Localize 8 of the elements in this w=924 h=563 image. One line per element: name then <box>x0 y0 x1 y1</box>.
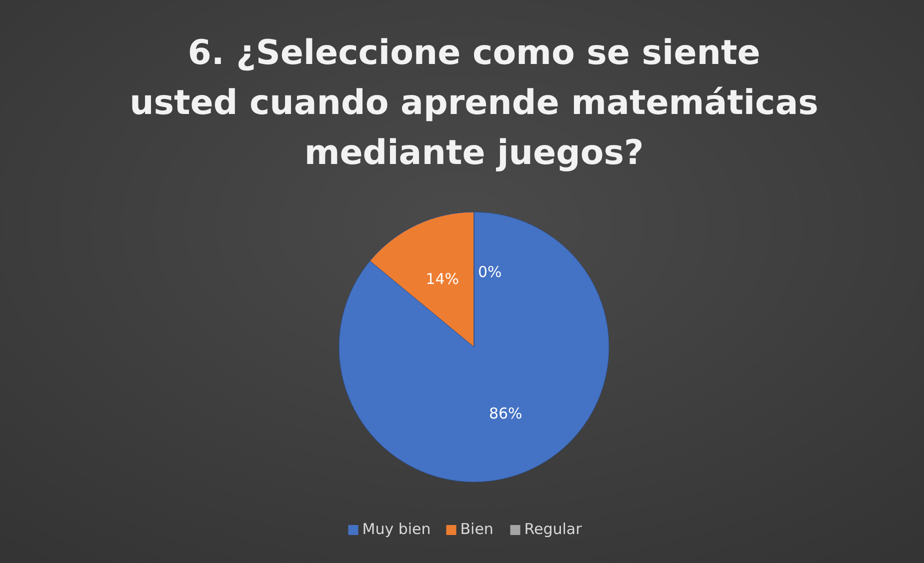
pie-slice <box>338 212 610 482</box>
legend-label: Regular <box>524 520 583 538</box>
data-label: 86% <box>488 404 522 422</box>
chart-title: 6. ¿Seleccione como se siente usted cuando aprende matemáticas mediante juegos? <box>130 33 818 173</box>
slice-label: Muy bien <box>362 520 431 538</box>
data-label: 14% <box>426 270 460 288</box>
text: 0% <box>478 262 502 281</box>
legend-label: Bien <box>460 520 494 538</box>
